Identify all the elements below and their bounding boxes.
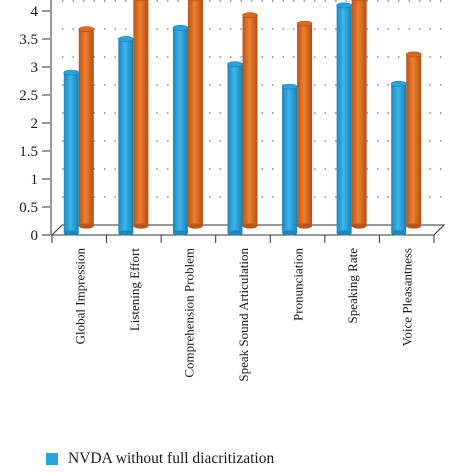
bar-series-1: [63, 72, 79, 233]
bar-cap: [118, 36, 134, 42]
bar-series-1: [227, 64, 243, 233]
x-category-label: Global Impression: [72, 248, 87, 345]
x-category-label: Voice Pleasantness: [400, 248, 415, 346]
bar-base: [406, 223, 422, 229]
y-tick-label: 0: [31, 228, 39, 244]
bar-cap: [134, 0, 148, 2]
bar-cap: [281, 83, 298, 90]
bar-cap: [390, 80, 407, 87]
bar-series-2: [133, 0, 149, 227]
y-tick-label: 2: [31, 116, 39, 132]
y-tick-label: 4: [31, 4, 39, 20]
bar-base: [172, 230, 188, 236]
bar-cap: [242, 12, 258, 19]
bar-cap: [405, 51, 422, 58]
y-axis-ticks: 0 0.5 1 1.5 2 2.5 3 3.5 4: [19, 0, 52, 244]
bar-series-1: [118, 39, 134, 233]
y-tick-label: 3.5: [19, 32, 38, 48]
y-tick-label: 2.5: [19, 88, 38, 104]
legend-swatch: [46, 453, 58, 465]
bar-base: [282, 230, 298, 236]
bar-cap: [63, 69, 80, 76]
bar-series-2: [187, 0, 203, 227]
bar-base: [351, 223, 367, 229]
bar-cap: [352, 0, 366, 2]
bar-series-2: [406, 54, 422, 227]
bar-base: [63, 230, 79, 236]
bar-series-1: [172, 27, 188, 233]
bar-base: [133, 223, 149, 229]
y-tick-label: 1: [31, 172, 39, 188]
bar-base: [227, 230, 243, 236]
bar-cap: [78, 26, 95, 33]
bar-base: [336, 230, 352, 236]
bar-cap: [296, 20, 313, 27]
bar-cap: [172, 24, 189, 31]
bar-series-1: [282, 86, 298, 233]
bar-base: [187, 223, 203, 229]
x-category-label: Speaking Rate: [345, 248, 360, 324]
bar-base: [242, 223, 258, 229]
bar-series-2: [78, 29, 94, 227]
y-tick-label: 0.5: [19, 200, 38, 216]
x-axis-labels: Global Impression Listening Effort Compreh…: [72, 248, 414, 382]
legend: NVDA without full diacritization: [46, 450, 274, 468]
legend-label: NVDA without full diacritization: [68, 450, 275, 467]
x-category-label: Comprehension Problem: [181, 248, 196, 378]
bar-series-1: [391, 83, 407, 233]
bar-series-1: [336, 5, 352, 234]
bar-series-2: [242, 15, 258, 227]
y-tick-label: 1.5: [19, 144, 38, 160]
bars: [63, 0, 422, 236]
bar-base: [297, 223, 313, 229]
bar-series-2: [351, 0, 367, 227]
x-category-label: Pronunciation: [291, 248, 306, 321]
bar-cap: [336, 2, 352, 9]
bar-cap: [227, 61, 243, 68]
bar-base: [391, 230, 407, 236]
bar-cap: [188, 0, 203, 2]
x-category-label: Speak Sound Articulation: [236, 248, 251, 382]
y-tick-label: 3: [31, 60, 39, 76]
x-category-label: Listening Effort: [127, 248, 142, 332]
bar-base: [78, 223, 94, 229]
bar-series-2: [297, 23, 313, 226]
bar-base: [118, 230, 134, 236]
